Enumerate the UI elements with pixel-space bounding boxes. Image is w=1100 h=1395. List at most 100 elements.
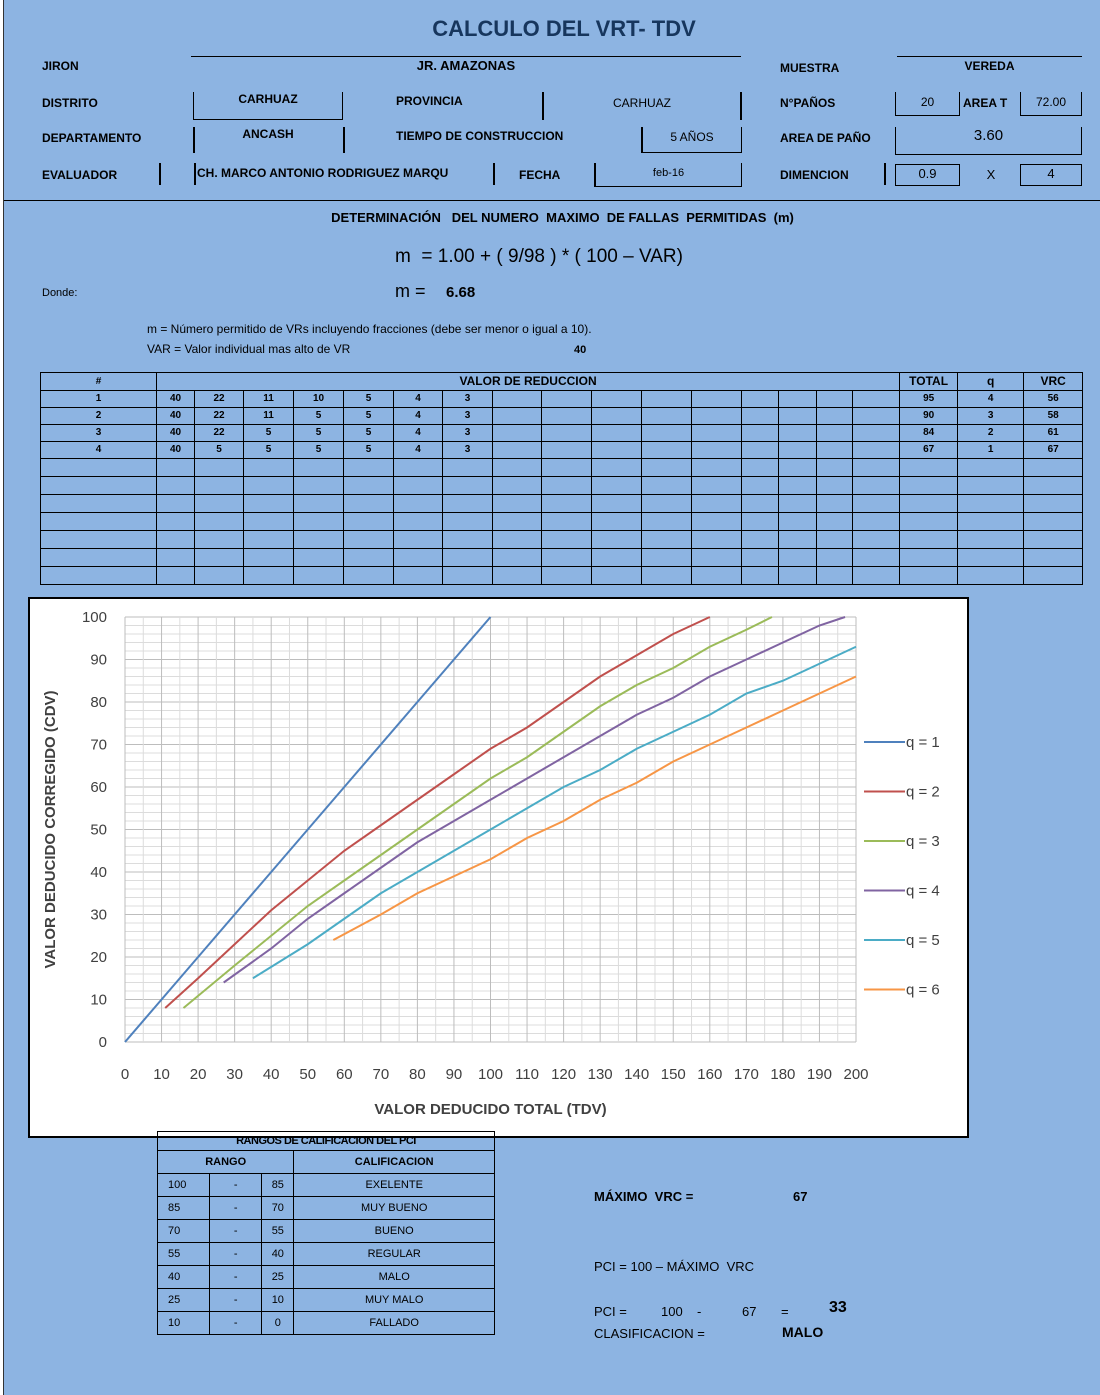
pci-minus: - [697,1304,702,1319]
table-cell [40,530,157,549]
table-cell [741,530,779,549]
table-cell [343,566,394,585]
table-cell [957,476,1025,495]
table-cell [851,476,901,495]
x-tick-label: 0 [121,1066,129,1083]
table-cell [691,476,742,495]
pci-range-row: 100-85 EXELENTE [156,1173,495,1197]
table-cell [156,512,195,531]
clasif-value: MALO [782,1324,824,1340]
table-cell [816,512,853,531]
clasif-label: CLASIFICACION = [594,1326,705,1341]
col-header-valor: VALOR DE REDUCCION [155,372,901,391]
pci-value: 33 [829,1299,847,1316]
series-line-q2 [164,616,711,1009]
table-cell: 1 [40,390,157,408]
table-cell [194,476,244,495]
x-tick-label: 40 [263,1066,280,1083]
table-cell [591,494,642,513]
table-cell [492,390,542,408]
formula: m = 1.00 + ( 9/98 ) * ( 100 – VAR) [395,246,683,267]
table-cell [591,407,642,425]
table-cell [957,512,1025,531]
pci-range-row: 25-10 MUY MALO [156,1288,495,1312]
table-cell [343,530,394,549]
table-cell: 22 [194,390,244,408]
table-cell [641,458,692,477]
table-cell [851,494,901,513]
table-cell [492,530,542,549]
table-cell [442,512,493,531]
donde-label: Donde: [42,287,78,299]
table-cell [243,494,294,513]
jiron-value: JR. AMAZONAS [416,58,516,73]
table-cell: 56 [1023,390,1084,408]
table-cell [741,407,779,425]
table-cell [442,476,493,495]
pci-cell-a: 85 [156,1196,211,1220]
table-cell: 1 [957,441,1025,459]
table-cell: 5 [293,407,344,425]
table-cell [641,390,692,408]
table-cell [899,548,959,567]
legend-label: q = 5 [906,932,940,949]
table-cell [194,512,244,531]
pci-cell-b: 55 [261,1219,295,1243]
departamento-label: DEPARTAMENTO [42,131,142,145]
table-cell [1023,530,1084,549]
table-cell [778,548,817,567]
table-cell [343,476,394,495]
table-cell [741,512,779,531]
table-cell [641,566,692,585]
table-cell [1023,512,1084,531]
table-cell [40,476,157,495]
series-line-q4 [223,616,846,984]
m-result-value: 6.68 [446,284,476,301]
table-cell: 5 [293,441,344,459]
table-cell [442,566,493,585]
pci-formula: PCI = 100 – MÁXIMO VRC [594,1259,755,1274]
table-cell [778,390,817,408]
table-cell [816,407,853,425]
table-cell [393,494,443,513]
table-cell [957,494,1025,513]
table-cell [851,512,901,531]
table-cell [899,512,959,531]
table-cell [741,424,779,442]
y-tick-label: 10 [90,992,107,1009]
table-cell: 3 [442,441,493,459]
pci-range-table: RANGOS DE CALIFICACION DEL PCI RANGO CAL… [156,1131,495,1335]
table-cell [778,494,817,513]
pci-cell-sep: - [209,1288,263,1312]
dimension-x: X [986,167,996,182]
areapano-value: 3.60 [895,127,1082,155]
table-cell [293,548,344,567]
table-cell [691,494,742,513]
table-cell [899,530,959,549]
muestra-label: MUESTRA [780,61,840,75]
table-cell: 5 [343,390,394,408]
pci-range-row: 40-25 MALO [156,1265,495,1289]
areapano-label: AREA DE PAÑO [780,131,871,145]
pci-calif-header: CALIFICACION [293,1150,495,1174]
table-cell [40,512,157,531]
x-axis-title: VALOR DEDUCIDO TOTAL (TDV) [374,1101,606,1118]
distrito-label: DISTRITO [42,96,98,110]
table-cell [741,494,779,513]
table-cell: 5 [194,441,244,459]
x-tick-label: 60 [336,1066,353,1083]
table-cell [691,424,742,442]
table-row: 4 40 5 5 5 5 4 3 67 1 67 [40,441,1084,459]
m-result-label: m = [395,281,426,301]
table-row-empty [40,512,1084,531]
x-tick-label: 80 [409,1066,426,1083]
table-cell [541,407,592,425]
table-cell [541,476,592,495]
x-tick-label: 110 [515,1066,539,1083]
table-row: 3 40 22 5 5 5 4 3 84 2 61 [40,424,1084,442]
cdv-chart: 0 10 20 30 40 50 60 70 80 90 100 0 10 20 30 40 50 60 70 80 9… [42,609,940,1118]
table-cell [957,566,1025,585]
provincia-value: CARHUAZ [612,96,671,110]
table-cell: 4 [957,390,1025,408]
table-cell [591,512,642,531]
